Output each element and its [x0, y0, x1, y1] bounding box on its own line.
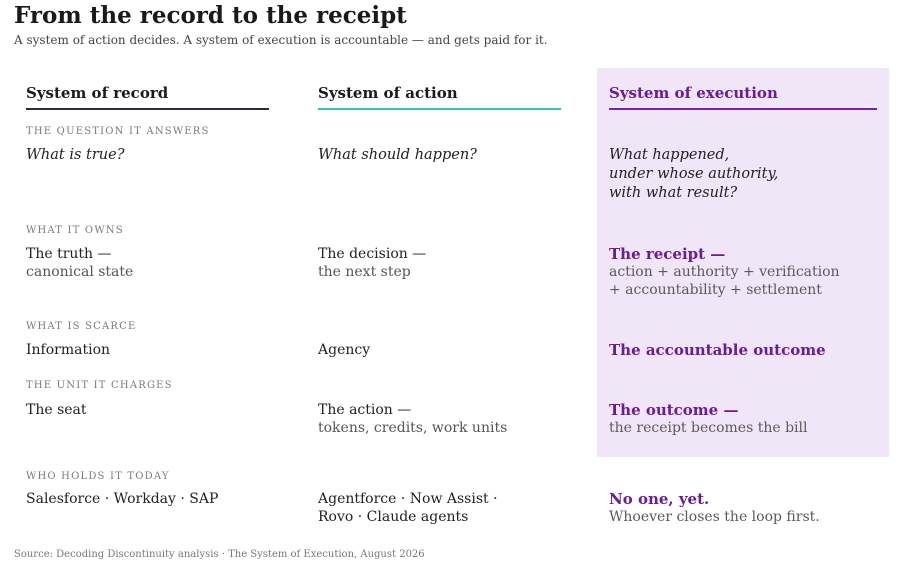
cell-record-question: What is true?: [26, 147, 125, 163]
line: The accountable outcome: [609, 341, 826, 359]
cell-record-scarce: Information: [26, 342, 111, 358]
cell-execution-charges: The outcome — the receipt becomes the bi…: [609, 401, 807, 437]
cell-execution-scarce: The accountable outcome: [609, 341, 826, 359]
cell-action-owns: The decision — the next step: [318, 245, 426, 281]
line: Whoever closes the loop first.: [609, 509, 820, 525]
cell-execution-holds: No one, yet. Whoever closes the loop fir…: [609, 490, 820, 526]
column-header-action: System of action: [318, 84, 561, 110]
column-header-record: System of record: [26, 84, 269, 110]
line: tokens, credits, work units: [318, 420, 508, 436]
line: The receipt —: [609, 245, 726, 263]
line: + accountability + settlement: [609, 282, 822, 298]
line: The truth —: [26, 246, 112, 262]
cell-execution-question: What happened, under whose authority, wi…: [609, 146, 778, 203]
cell-record-charges: The seat: [26, 402, 87, 418]
cell-execution-owns: The receipt — action + authority + verif…: [609, 245, 840, 299]
line: The outcome —: [609, 401, 739, 419]
line: action + authority + verification: [609, 264, 840, 280]
line: the receipt becomes the bill: [609, 420, 808, 436]
execution-column-highlight: [597, 68, 889, 457]
line: The action —: [318, 402, 412, 418]
row-label-charges: THE UNIT IT CHARGES: [26, 380, 173, 391]
cell-record-owns: The truth — canonical state: [26, 245, 133, 281]
cell-record-holds: Salesforce · Workday · SAP: [26, 491, 219, 507]
row-label-owns: WHAT IT OWNS: [26, 225, 124, 236]
cell-action-scarce: Agency: [318, 342, 371, 358]
column-header-execution: System of execution: [609, 84, 877, 110]
page-title: From the record to the receipt: [14, 2, 407, 29]
line: No one, yet.: [609, 490, 710, 508]
row-label-question: THE QUESTION IT ANSWERS: [26, 126, 210, 137]
page-subtitle: A system of action decides. A system of …: [14, 33, 548, 47]
line: with what result?: [609, 185, 738, 201]
line: under whose authority,: [609, 166, 779, 182]
cell-action-charges: The action — tokens, credits, work units: [318, 401, 507, 437]
line: What happened,: [609, 147, 730, 163]
row-label-holds: WHO HOLDS IT TODAY: [26, 471, 170, 482]
line: Rovo · Claude agents: [318, 509, 469, 525]
line: the next step: [318, 264, 411, 280]
line: canonical state: [26, 264, 134, 280]
line: Agentforce · Now Assist ·: [318, 491, 498, 507]
cell-action-holds: Agentforce · Now Assist · Rovo · Claude …: [318, 490, 498, 526]
line: The decision —: [318, 246, 427, 262]
row-label-scarce: WHAT IS SCARCE: [26, 321, 137, 332]
cell-action-question: What should happen?: [318, 147, 477, 163]
source-note: Source: Decoding Discontinuity analysis …: [14, 549, 425, 560]
